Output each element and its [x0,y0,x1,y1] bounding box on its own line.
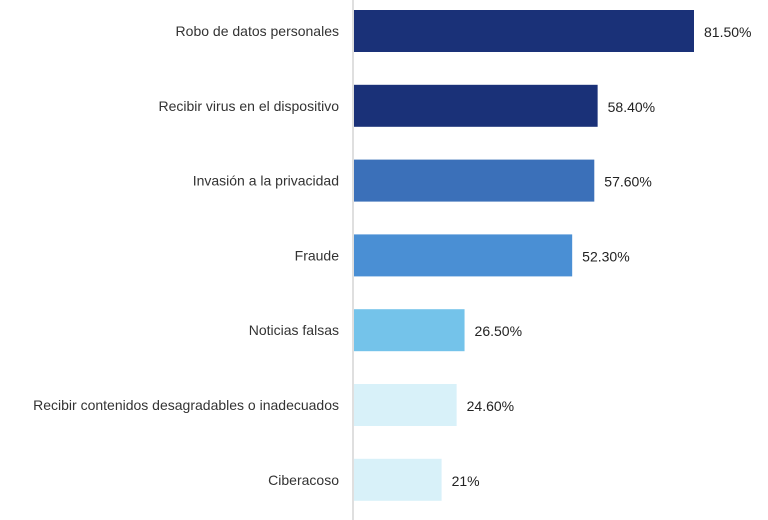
bar [354,159,595,202]
data-label: 24.60% [467,398,514,414]
category-label: Noticias falsas [249,322,339,338]
bar [354,10,694,52]
data-label: 58.40% [608,99,655,115]
category-label: Fraude [295,247,340,263]
bar [354,234,573,277]
data-label: 52.30% [582,248,629,264]
bar [354,84,598,127]
category-label: Recibir contenidos desagradables o inade… [33,397,339,413]
category-label: Robo de datos personales [176,23,339,39]
category-label: Invasión a la privacidad [193,173,339,189]
data-label: 81.50% [704,24,751,40]
bar [354,309,465,352]
bar [354,458,442,501]
data-label: 21% [452,473,480,489]
category-label: Ciberacoso [268,472,339,488]
data-label: 26.50% [475,323,522,339]
bar [354,384,457,426]
category-label: Recibir virus en el dispositivo [158,98,339,114]
data-label: 57.60% [604,174,651,190]
